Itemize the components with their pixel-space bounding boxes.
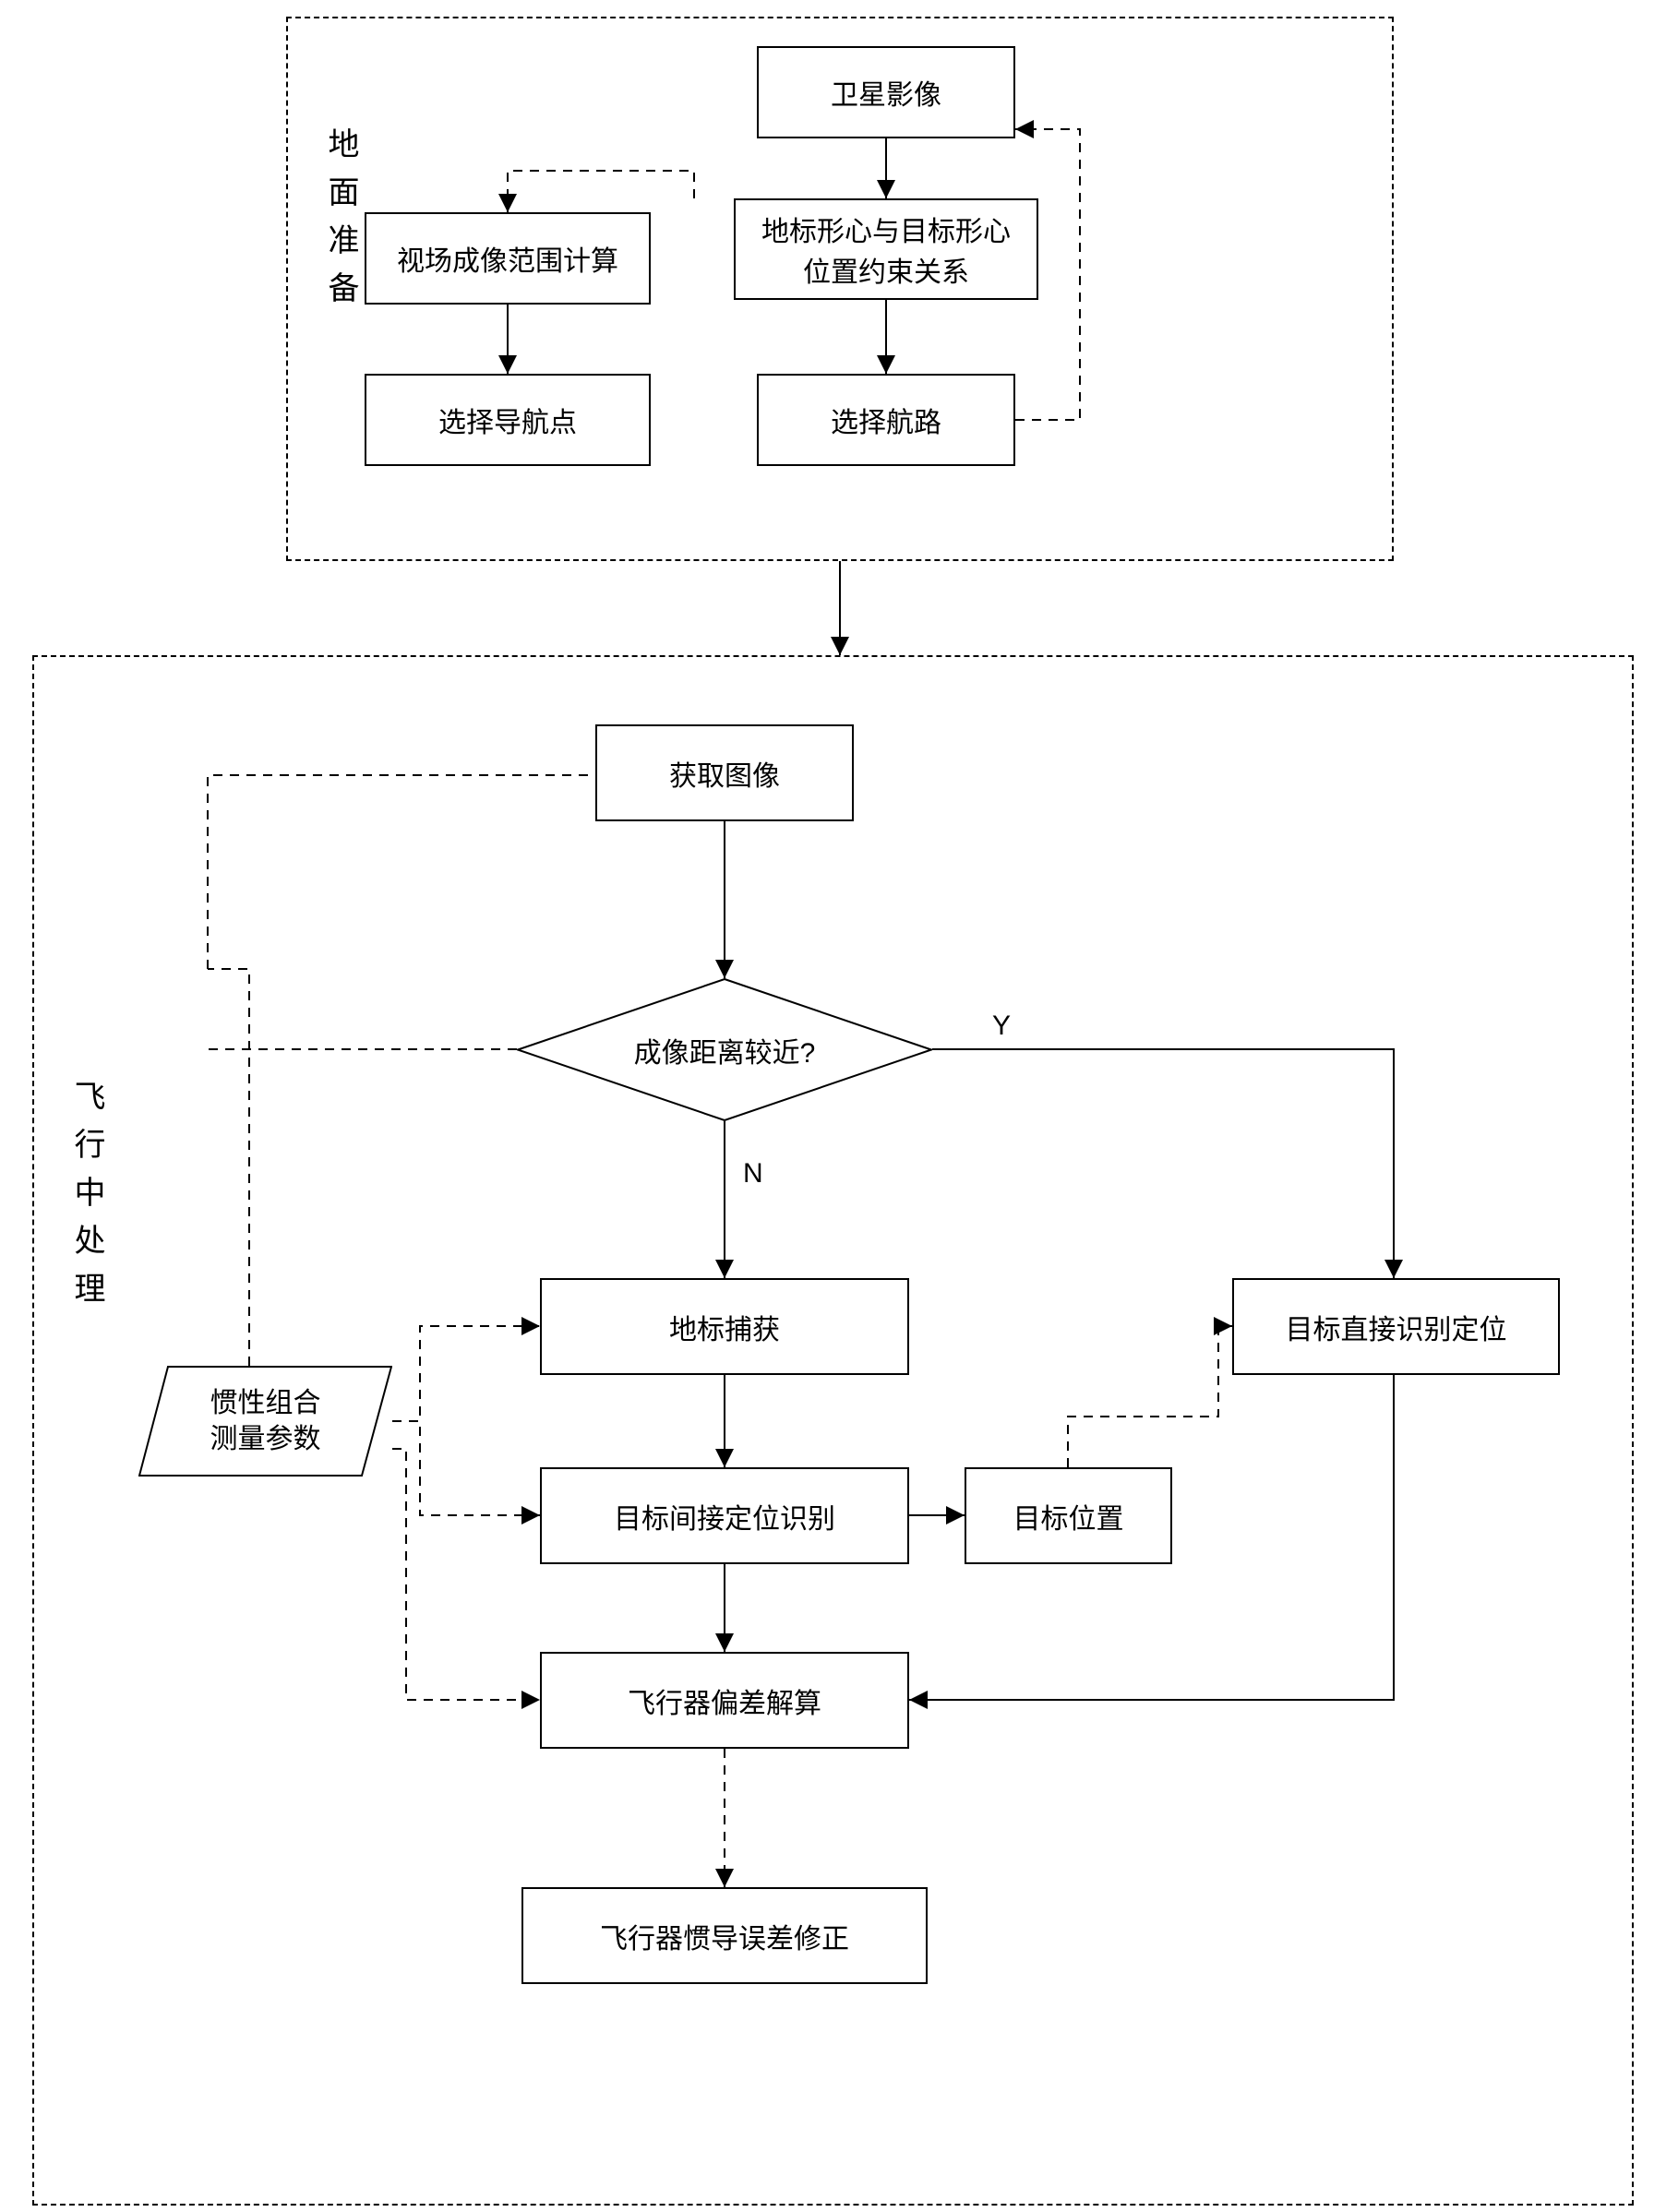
node-n14: 惯性组合 测量参数: [138, 1366, 392, 1477]
node-label: 惯性组合 测量参数: [138, 1366, 392, 1477]
node-n1: 卫星影像: [757, 46, 1015, 138]
node-label: 选择导航点: [438, 400, 577, 440]
edge-label-y: Y: [992, 1010, 1011, 1042]
node-n12: 飞行器偏差解算: [540, 1652, 909, 1749]
node-n7: 成像距离较近?: [517, 978, 932, 1121]
node-label: 飞行器惯导误差修正: [600, 1916, 849, 1956]
group2-title: 飞行中处理: [65, 1080, 110, 1320]
node-n11: 目标直接识别定位: [1232, 1278, 1560, 1375]
node-n6: 获取图像: [595, 724, 854, 821]
node-n5: 选择导航点: [365, 374, 651, 466]
node-label: 飞行器偏差解算: [628, 1680, 821, 1721]
node-n13: 飞行器惯导误差修正: [521, 1887, 928, 1984]
node-label: 目标位置: [1013, 1496, 1124, 1536]
node-label: 目标间接定位识别: [614, 1496, 835, 1536]
node-label: 视场成像范围计算: [397, 238, 618, 279]
node-label: 地标捕获: [669, 1307, 780, 1347]
node-n9: 目标间接定位识别: [540, 1467, 909, 1564]
group1-title: 地面准备: [318, 127, 364, 319]
node-n8: 地标捕获: [540, 1278, 909, 1375]
node-label: 成像距离较近?: [517, 978, 932, 1121]
node-label: 选择航路: [831, 400, 941, 440]
node-label: 获取图像: [669, 753, 780, 794]
node-label: 卫星影像: [831, 72, 941, 113]
node-n4: 视场成像范围计算: [365, 212, 651, 305]
node-n2: 地标形心与目标形心 位置约束关系: [734, 198, 1038, 300]
node-n10: 目标位置: [965, 1467, 1172, 1564]
edge-label-n: N: [743, 1158, 763, 1190]
node-label: 地标形心与目标形心 位置约束关系: [761, 209, 1011, 290]
node-label: 目标直接识别定位: [1286, 1307, 1507, 1347]
node-n3: 选择航路: [757, 374, 1015, 466]
